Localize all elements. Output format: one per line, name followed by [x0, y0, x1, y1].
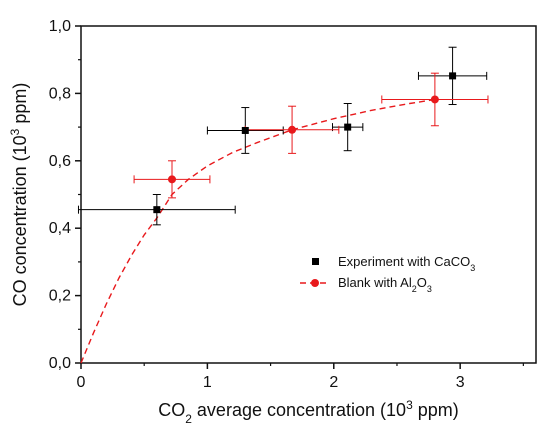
y-axis-title: CO concentration (103 ppm)	[8, 83, 30, 307]
data-point-blank	[288, 125, 297, 134]
plot-frame	[80, 25, 537, 364]
fit-curve-layer	[80, 98, 436, 364]
data-point-experiment	[241, 126, 249, 134]
data-point-experiment	[449, 72, 457, 80]
data-point-blank	[430, 95, 439, 104]
x-axis-title: CO2 average concentration (103 ppm)	[158, 398, 459, 426]
legend-circle-marker	[311, 279, 319, 287]
error-bars-layer	[77, 46, 489, 226]
legend-label-blank: Blank with Al2O3	[338, 275, 432, 294]
x-axis: 0 1 2 3	[77, 363, 524, 391]
y-axis: 0,0 0,2 0,4 0,6 0,8 1,0	[49, 18, 81, 372]
legend-item-blank: Blank with Al2O3	[300, 275, 432, 294]
legend-label-experiment: Experiment with CaCO3	[338, 254, 475, 273]
y-tick-label: 0,6	[49, 153, 71, 170]
points-layer	[153, 72, 457, 214]
y-tick-label: 0,4	[49, 220, 71, 237]
plot-border	[80, 25, 537, 364]
data-point-blank	[168, 175, 176, 184]
x-tick-label: 0	[77, 374, 86, 391]
x-tick-label: 2	[329, 374, 338, 391]
legend: Experiment with CaCO3 Blank with Al2O3	[300, 254, 475, 294]
data-point-experiment	[344, 123, 352, 131]
x-tick-label: 3	[456, 374, 465, 391]
y-tick-label: 1,0	[49, 18, 71, 35]
fit-curve-blank	[80, 98, 436, 364]
data-point-experiment	[153, 206, 161, 214]
y-tick-label: 0,2	[49, 288, 71, 305]
x-tick-label: 1	[203, 374, 212, 391]
legend-square-marker	[312, 258, 319, 265]
y-tick-label: 0,8	[49, 85, 71, 102]
y-tick-label: 0,0	[49, 355, 71, 372]
legend-item-experiment: Experiment with CaCO3	[312, 254, 475, 273]
